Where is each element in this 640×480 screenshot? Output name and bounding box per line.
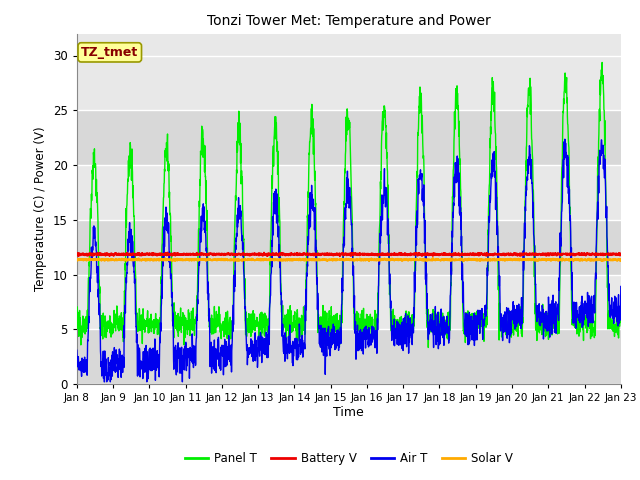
Air T	[225, 333, 232, 338]
Panel T	[507, 325, 515, 331]
Solar V	[225, 257, 232, 263]
Solar V	[508, 257, 515, 263]
Air T	[100, 379, 108, 384]
Solar V	[570, 258, 577, 264]
Air T	[617, 284, 625, 289]
Solar V	[429, 255, 436, 261]
Panel T	[73, 320, 81, 325]
Panel T	[569, 312, 577, 318]
Air T	[507, 331, 515, 337]
Battery V	[164, 250, 172, 255]
Line: Panel T: Panel T	[77, 62, 621, 348]
Battery V	[73, 251, 81, 257]
Legend: Panel T, Battery V, Air T, Solar V: Panel T, Battery V, Air T, Solar V	[180, 448, 518, 470]
Battery V	[617, 251, 625, 257]
Battery V	[365, 252, 372, 258]
Y-axis label: Temperature (C) / Power (V): Temperature (C) / Power (V)	[35, 127, 47, 291]
Line: Solar V: Solar V	[77, 258, 621, 261]
Battery V	[508, 251, 515, 257]
Bar	[77, 329, 621, 384]
Solar V	[73, 257, 81, 263]
Air T	[73, 348, 81, 353]
Solar V	[584, 257, 592, 263]
Bar	[77, 110, 621, 165]
Panel T	[598, 60, 606, 65]
Panel T	[225, 325, 232, 331]
Battery V	[336, 253, 344, 259]
Panel T	[365, 314, 372, 320]
Battery V	[225, 252, 232, 257]
Battery V	[584, 252, 592, 257]
Title: Tonzi Tower Met: Temperature and Power: Tonzi Tower Met: Temperature and Power	[207, 14, 491, 28]
Air T	[561, 136, 569, 142]
Solar V	[376, 257, 384, 263]
Bar	[77, 220, 621, 275]
Panel T	[584, 320, 592, 326]
Line: Battery V: Battery V	[77, 252, 621, 256]
X-axis label: Time: Time	[333, 406, 364, 419]
Text: TZ_tmet: TZ_tmet	[81, 46, 138, 59]
Solar V	[617, 258, 625, 264]
Battery V	[377, 251, 385, 257]
Line: Air T: Air T	[77, 139, 621, 382]
Air T	[570, 320, 577, 326]
Battery V	[570, 251, 577, 256]
Solar V	[365, 257, 372, 263]
Panel T	[617, 314, 625, 320]
Panel T	[424, 345, 432, 350]
Bar	[77, 275, 621, 329]
Air T	[584, 324, 592, 329]
Bar	[77, 165, 621, 220]
Solar V	[168, 258, 176, 264]
Panel T	[376, 204, 384, 210]
Bar	[77, 56, 621, 110]
Air T	[376, 240, 384, 246]
Air T	[365, 344, 372, 350]
